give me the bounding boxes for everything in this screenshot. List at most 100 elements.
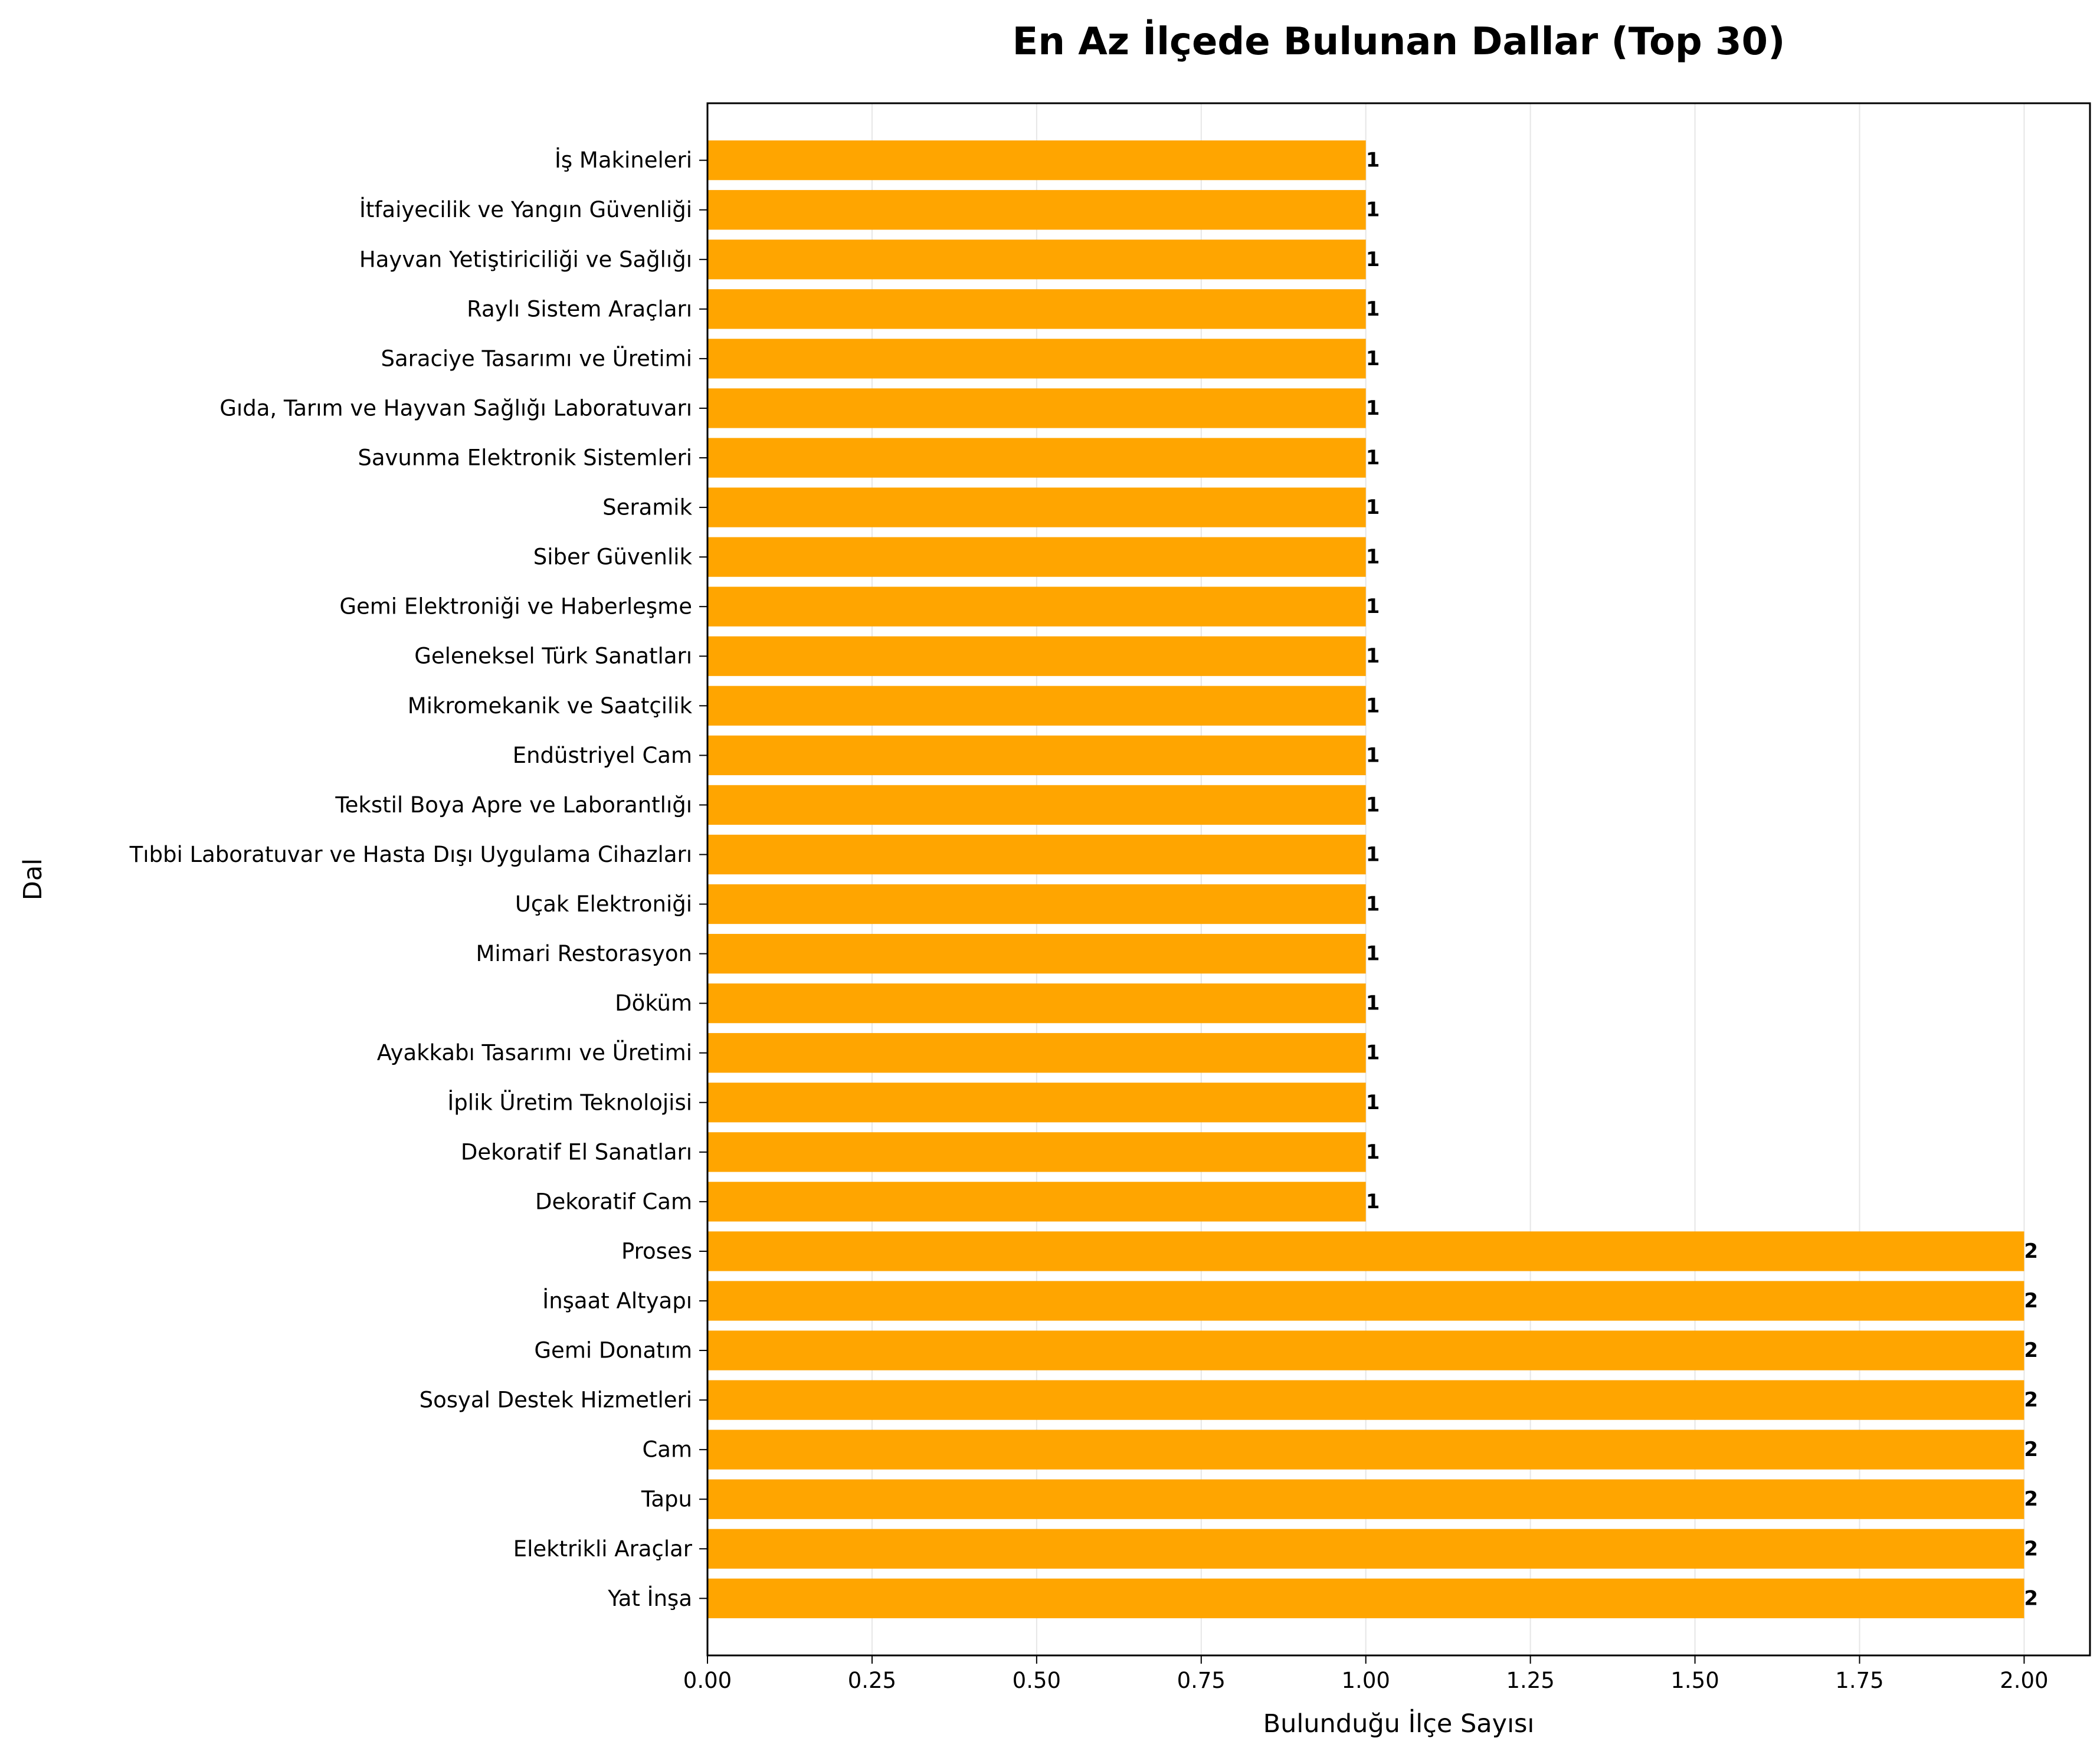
bar	[707, 1529, 2024, 1569]
value-label: 2	[2024, 1240, 2038, 1263]
x-axis-label: Bulunduğu İlçe Sayısı	[1263, 1709, 1535, 1739]
x-tick-label: 1.25	[1506, 1668, 1554, 1693]
y-tick-label: Gemi Donatım	[534, 1338, 692, 1363]
y-tick-label: İş Makineleri	[555, 147, 692, 173]
bar	[707, 1182, 1366, 1222]
value-label: 1	[1366, 1041, 1380, 1065]
y-tick-label: Sosyal Destek Hizmetleri	[420, 1388, 692, 1413]
value-label: 2	[2024, 1487, 2038, 1511]
bar	[707, 190, 1366, 230]
y-tick-label: Mimari Restorasyon	[476, 941, 692, 966]
y-tick-label: Mikromekanik ve Saatçilik	[408, 693, 693, 719]
y-tick-label: İnşaat Altyapı	[542, 1288, 692, 1313]
y-tick-label: Seramik	[602, 495, 692, 520]
value-label: 1	[1366, 743, 1380, 767]
x-axis-ticks: 0.00 0.25 0.50 0.75 1.00 1.25 1.50 1.75 2.00	[683, 1655, 2049, 1693]
bar	[707, 1033, 1366, 1073]
bar	[707, 1083, 1366, 1123]
value-label: 1	[1366, 396, 1380, 420]
value-label: 1	[1366, 248, 1380, 271]
bar	[707, 686, 1366, 726]
value-label: 1	[1366, 446, 1380, 470]
value-label: 1	[1366, 496, 1380, 519]
y-tick-label: Dekoratif Cam	[535, 1189, 692, 1214]
value-label: 1	[1366, 1190, 1380, 1214]
y-tick-label: Endüstriyel Cam	[513, 743, 692, 768]
value-label: 2	[2024, 1586, 2038, 1610]
bar	[707, 834, 1366, 875]
value-label: 1	[1366, 893, 1380, 916]
value-label: 1	[1366, 842, 1380, 866]
value-label: 1	[1366, 347, 1380, 370]
y-tick-label: Geleneksel Türk Sanatları	[414, 644, 692, 669]
y-tick-label: Yat İnşa	[607, 1586, 692, 1611]
y-tick-label: Siber Güvenlik	[533, 545, 693, 570]
bar	[707, 537, 1366, 577]
x-tick-label: 0.00	[683, 1668, 732, 1693]
bar	[707, 289, 1366, 329]
y-tick-label: Hayvan Yetiştiriciliği ve Sağlığı	[359, 247, 692, 272]
chart-title: En Az İlçede Bulunan Dallar (Top 30)	[1013, 19, 1786, 64]
bar	[707, 983, 1366, 1024]
value-label: 1	[1366, 198, 1380, 222]
bars	[707, 140, 2024, 1618]
y-tick-label: Cam	[642, 1437, 692, 1463]
x-tick-label: 0.50	[1013, 1668, 1061, 1693]
bar	[707, 1429, 2024, 1470]
value-label: 1	[1366, 694, 1380, 717]
y-tick-label: Dekoratif El Sanatları	[461, 1139, 692, 1165]
bar	[707, 1479, 2024, 1519]
y-tick-label: Ayakkabı Tasarımı ve Üretimi	[377, 1040, 692, 1065]
value-label: 1	[1366, 545, 1380, 569]
y-tick-label: Tıbbi Laboratuvar ve Hasta Dışı Uygulama…	[129, 842, 692, 867]
bar	[707, 438, 1366, 478]
y-axis-ticks: İş Makineleri İtfaiyecilik ve Yangın Güve…	[129, 147, 707, 1611]
bar	[707, 586, 1366, 627]
x-tick-label: 1.50	[1670, 1668, 1719, 1693]
value-label: 1	[1366, 942, 1380, 966]
value-label: 1	[1366, 297, 1380, 321]
y-tick-label: Uçak Elektroniği	[515, 891, 692, 917]
value-label: 1	[1366, 992, 1380, 1015]
y-tick-label: Elektrikli Araçlar	[513, 1536, 693, 1562]
value-label: 1	[1366, 1140, 1380, 1164]
y-tick-label: Tekstil Boya Apre ve Laborantlığı	[335, 792, 692, 818]
value-label: 2	[2024, 1438, 2038, 1461]
bar	[707, 1380, 2024, 1420]
value-label: 1	[1366, 644, 1380, 668]
bar	[707, 1281, 2024, 1321]
y-tick-label: İplik Üretim Teknolojisi	[447, 1090, 692, 1115]
y-tick-label: Savunma Elektronik Sistemleri	[358, 445, 692, 471]
y-tick-label: Proses	[621, 1238, 692, 1264]
bar	[707, 1231, 2024, 1271]
x-tick-label: 0.75	[1177, 1668, 1226, 1693]
y-tick-label: İtfaiyecilik ve Yangın Güvenliği	[359, 197, 692, 222]
bar	[707, 339, 1366, 379]
bar	[707, 240, 1366, 280]
bar	[707, 1330, 2024, 1370]
value-label: 1	[1366, 1091, 1380, 1114]
y-tick-label: Döküm	[615, 991, 692, 1016]
bar	[707, 1132, 1366, 1172]
value-label: 1	[1366, 793, 1380, 817]
plot-frame	[706, 102, 2091, 1657]
y-tick-label: Saraciye Tasarımı ve Üretimi	[381, 346, 692, 371]
bar	[707, 140, 1366, 181]
y-tick-label: Gıda, Tarım ve Hayvan Sağlığı Laboratuva…	[219, 395, 692, 421]
bar	[707, 785, 1366, 825]
value-label: 1	[1366, 595, 1380, 618]
value-label: 2	[2024, 1289, 2038, 1313]
y-axis-label: Dal	[18, 858, 48, 900]
bar	[707, 735, 1366, 775]
value-label: 2	[2024, 1339, 2038, 1362]
value-label: 1	[1366, 149, 1380, 172]
bar	[707, 487, 1366, 527]
x-tick-label: 1.75	[1835, 1668, 1883, 1693]
bar	[707, 933, 1366, 974]
value-label: 2	[2024, 1388, 2038, 1412]
y-tick-label: Gemi Elektroniği ve Haberleşme	[339, 594, 692, 619]
bar	[707, 636, 1366, 676]
bar	[707, 388, 1366, 428]
bar	[707, 884, 1366, 924]
